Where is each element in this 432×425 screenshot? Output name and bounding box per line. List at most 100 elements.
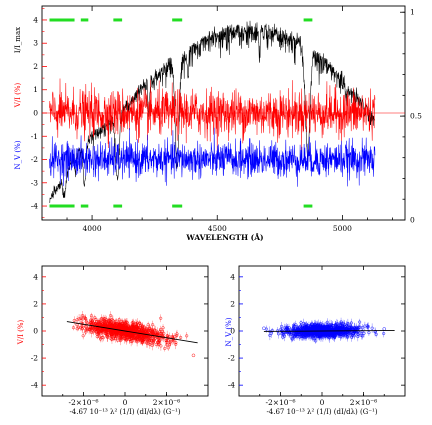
regression-n-x-label: -4.67 10⁻¹³ λ² (1/I) (dI/dλ) (G⁻¹) [266,408,377,416]
data-point [142,327,146,331]
data-point [90,326,94,330]
data-point [103,328,107,332]
data-point [312,336,316,340]
data-point [335,322,339,326]
data-point [159,328,163,332]
data-point [353,326,357,330]
data-point [321,323,325,327]
data-point [142,338,146,342]
data-point [72,318,76,323]
data-point [144,341,148,345]
x-tick-label-0: -2×10⁻⁶ [68,398,98,407]
data-point [321,333,325,337]
data-point [125,320,129,324]
y-tick-label-2: 0 [230,327,235,336]
data-point [271,329,275,333]
data-point [325,320,329,324]
data-point [308,324,312,328]
data-point [344,327,348,331]
data-point [163,346,167,351]
series-line-V [49,78,376,153]
data-point [310,332,314,336]
data-point [129,340,133,344]
data-point [133,328,137,333]
data-point [174,341,178,345]
data-point [103,329,107,333]
data-point [284,329,289,333]
data-point [125,336,129,340]
data-point [106,336,110,340]
data-point [351,332,355,336]
data-point [89,318,93,322]
data-point [158,338,162,342]
data-point [313,336,317,340]
x-tick-label-1: 4500 [208,224,227,233]
data-point [373,329,377,333]
data-point [131,323,135,327]
data-point [122,330,126,334]
data-point [179,335,183,339]
spectrum-y-label-v: V/I (%) [14,82,22,108]
data-point [159,344,163,348]
x-tick-label-0: 4000 [83,224,102,233]
data-point [356,327,360,331]
data-point [116,326,120,330]
data-points [262,320,386,343]
data-point [320,326,324,330]
data-point [349,325,353,329]
data-point [339,335,343,339]
data-point [151,338,156,342]
data-point [98,329,102,333]
data-point [77,325,81,329]
data-point [128,326,132,330]
spectrum-x-axis-label: WAVELENGTH (Å) [185,233,263,242]
regression-v-y-label: V/I (%) [17,319,25,345]
data-point [138,322,142,326]
x-tick-label-2: 2×10⁻⁶ [350,398,378,407]
data-point [137,334,141,338]
data-point [358,320,362,324]
outlier-point [382,327,386,331]
data-point [304,327,308,331]
data-point [114,326,118,330]
data-point [330,334,334,338]
data-point [310,336,314,340]
data-point [173,335,177,339]
data-point [356,335,360,339]
y-tick-label-6: 2 [33,62,38,71]
regression-v-x-label: -4.67 10⁻¹³ λ² (1/I) (dI/dλ) (G⁻¹) [69,408,180,416]
data-point [146,330,150,334]
data-point [117,318,121,322]
data-point [150,343,154,347]
data-point [319,322,323,326]
y-tick-label-0: -4 [31,381,39,390]
data-point [84,325,88,329]
data-point [299,332,303,336]
data-point [129,333,133,337]
regression-fit-line [66,321,198,344]
data-point [349,321,353,325]
data-point [89,314,93,318]
y-tick-label-1: -2 [31,354,39,363]
data-point [130,336,134,340]
data-point [148,342,152,346]
data-point [110,322,114,326]
data-point [138,326,142,330]
x-tick-label-2: 2×10⁻⁶ [153,398,181,407]
regression-n-plot-area [262,317,395,344]
data-point [84,317,88,321]
data-point [168,340,172,344]
data-point [103,316,107,321]
data-point [84,320,88,324]
data-point [100,329,104,333]
data-point [98,335,102,339]
data-point [339,320,343,324]
data-point [299,324,303,328]
data-point [168,343,172,347]
data-point [350,333,354,337]
data-point [147,327,151,331]
data-point [150,338,154,342]
data-point [324,331,328,335]
data-point [123,334,127,338]
